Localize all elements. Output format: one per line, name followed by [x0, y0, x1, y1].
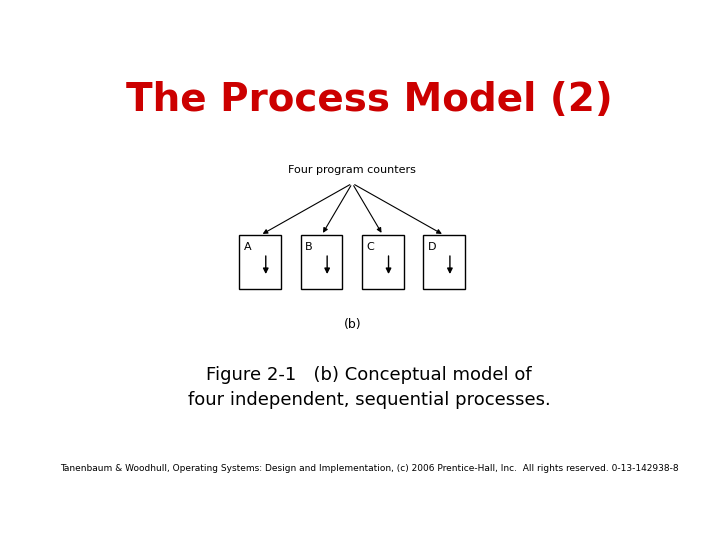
Text: B: B [305, 241, 312, 252]
Text: Figure 2-1   (b) Conceptual model of: Figure 2-1 (b) Conceptual model of [206, 366, 532, 383]
Text: C: C [366, 241, 374, 252]
Text: Tanenbaum & Woodhull, Operating Systems: Design and Implementation, (c) 2006 Pre: Tanenbaum & Woodhull, Operating Systems:… [60, 464, 678, 473]
Bar [239, 235, 281, 289]
Text: A: A [244, 241, 251, 252]
Text: (b): (b) [343, 318, 361, 331]
Text: Four program counters: Four program counters [288, 165, 416, 175]
Text: four independent, sequential processes.: four independent, sequential processes. [188, 390, 550, 409]
Bar [362, 235, 404, 289]
Bar [301, 235, 343, 289]
Text: The Process Model (2): The Process Model (2) [125, 81, 613, 119]
Text: D: D [428, 241, 436, 252]
Bar [423, 235, 465, 289]
